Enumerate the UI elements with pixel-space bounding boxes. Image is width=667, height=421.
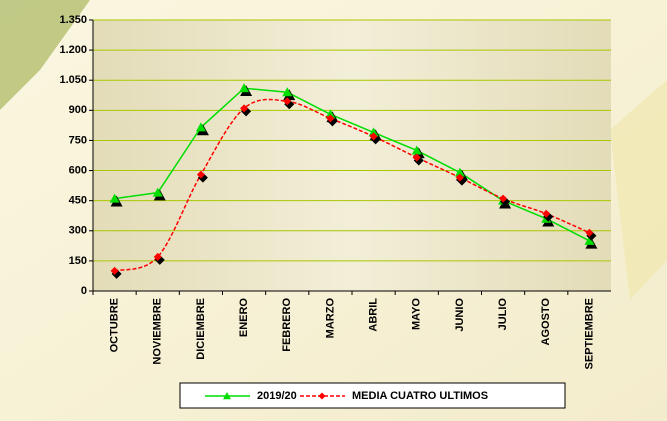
marker xyxy=(196,170,205,179)
series-line xyxy=(114,98,590,272)
y-tick-label: 900 xyxy=(69,104,87,116)
marker xyxy=(282,87,293,97)
marker xyxy=(369,132,378,141)
marker xyxy=(326,114,335,123)
marker xyxy=(195,122,206,132)
marker xyxy=(240,104,249,113)
y-tick-label: 1.050 xyxy=(59,74,87,86)
marker xyxy=(412,153,421,162)
x-tick-label: JULIO xyxy=(497,298,509,331)
decoration xyxy=(610,80,667,300)
marker xyxy=(454,167,465,177)
marker xyxy=(499,194,508,203)
x-tick-label: NOVIEMBRE xyxy=(152,298,164,365)
x-tick-label: DICIEMBRE xyxy=(195,298,207,360)
series-line xyxy=(114,87,590,242)
x-tick-label: MARZO xyxy=(324,298,336,339)
x-tick-label: ABRIL xyxy=(367,298,379,332)
legend-label: MEDIA CUATRO ULTIMOS xyxy=(352,390,488,402)
legend-label: 2019/20 xyxy=(257,390,297,402)
plot-area xyxy=(93,20,611,291)
legend-marker xyxy=(223,392,231,400)
y-tick-label: 1.350 xyxy=(59,14,87,26)
marker xyxy=(368,127,379,137)
marker xyxy=(152,187,163,197)
marker xyxy=(239,83,250,93)
y-tick-label: 450 xyxy=(69,195,87,207)
marker xyxy=(411,145,422,155)
marker xyxy=(283,97,292,106)
y-tick-label: 750 xyxy=(69,134,87,146)
y-tick-label: 600 xyxy=(69,164,87,176)
x-tick-label: ENERO xyxy=(238,298,250,338)
marker xyxy=(325,109,336,119)
decoration xyxy=(0,0,90,110)
x-tick-label: MAYO xyxy=(411,298,423,330)
marker xyxy=(584,235,595,245)
legend-marker xyxy=(318,392,326,400)
marker xyxy=(585,228,594,237)
marker xyxy=(542,209,551,218)
y-tick-label: 0 xyxy=(81,285,87,297)
y-tick-label: 1.200 xyxy=(59,44,87,56)
marker xyxy=(109,193,120,203)
y-tick-label: 150 xyxy=(69,255,87,267)
x-tick-label: OCTUBRE xyxy=(108,298,120,352)
x-tick-label: FEBRERO xyxy=(281,298,293,352)
marker xyxy=(110,266,119,275)
marker xyxy=(153,252,162,261)
x-tick-label: JUNIO xyxy=(454,298,466,332)
x-tick-label: SEPTIEMBRE xyxy=(583,298,595,370)
x-tick-label: AGOSTO xyxy=(540,298,552,346)
marker xyxy=(455,173,464,182)
y-tick-label: 300 xyxy=(69,225,87,237)
